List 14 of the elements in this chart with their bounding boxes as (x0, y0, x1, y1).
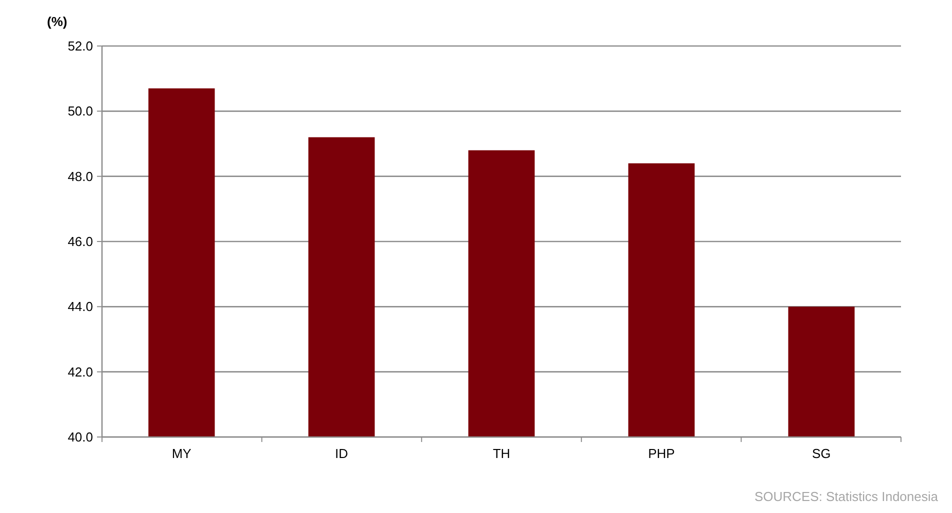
y-tick-label: 50.0 (68, 104, 93, 119)
y-tick-label: 40.0 (68, 430, 93, 445)
source-note: SOURCES: Statistics Indonesia (754, 489, 939, 504)
x-tick-label: MY (172, 446, 192, 461)
x-tick-label: ID (335, 446, 348, 461)
y-axis-title: (%) (47, 14, 68, 29)
y-tick-label: 46.0 (68, 234, 93, 250)
y-tick-label: 44.0 (68, 299, 93, 314)
y-tick-label: 52.0 (68, 38, 93, 54)
y-tick-label: 42.0 (68, 364, 93, 380)
x-tick-label: SG (812, 446, 831, 461)
y-tick-label: 48.0 (68, 168, 93, 184)
x-tick-label: PHP (648, 446, 675, 461)
x-tick-label: TH (492, 446, 510, 461)
